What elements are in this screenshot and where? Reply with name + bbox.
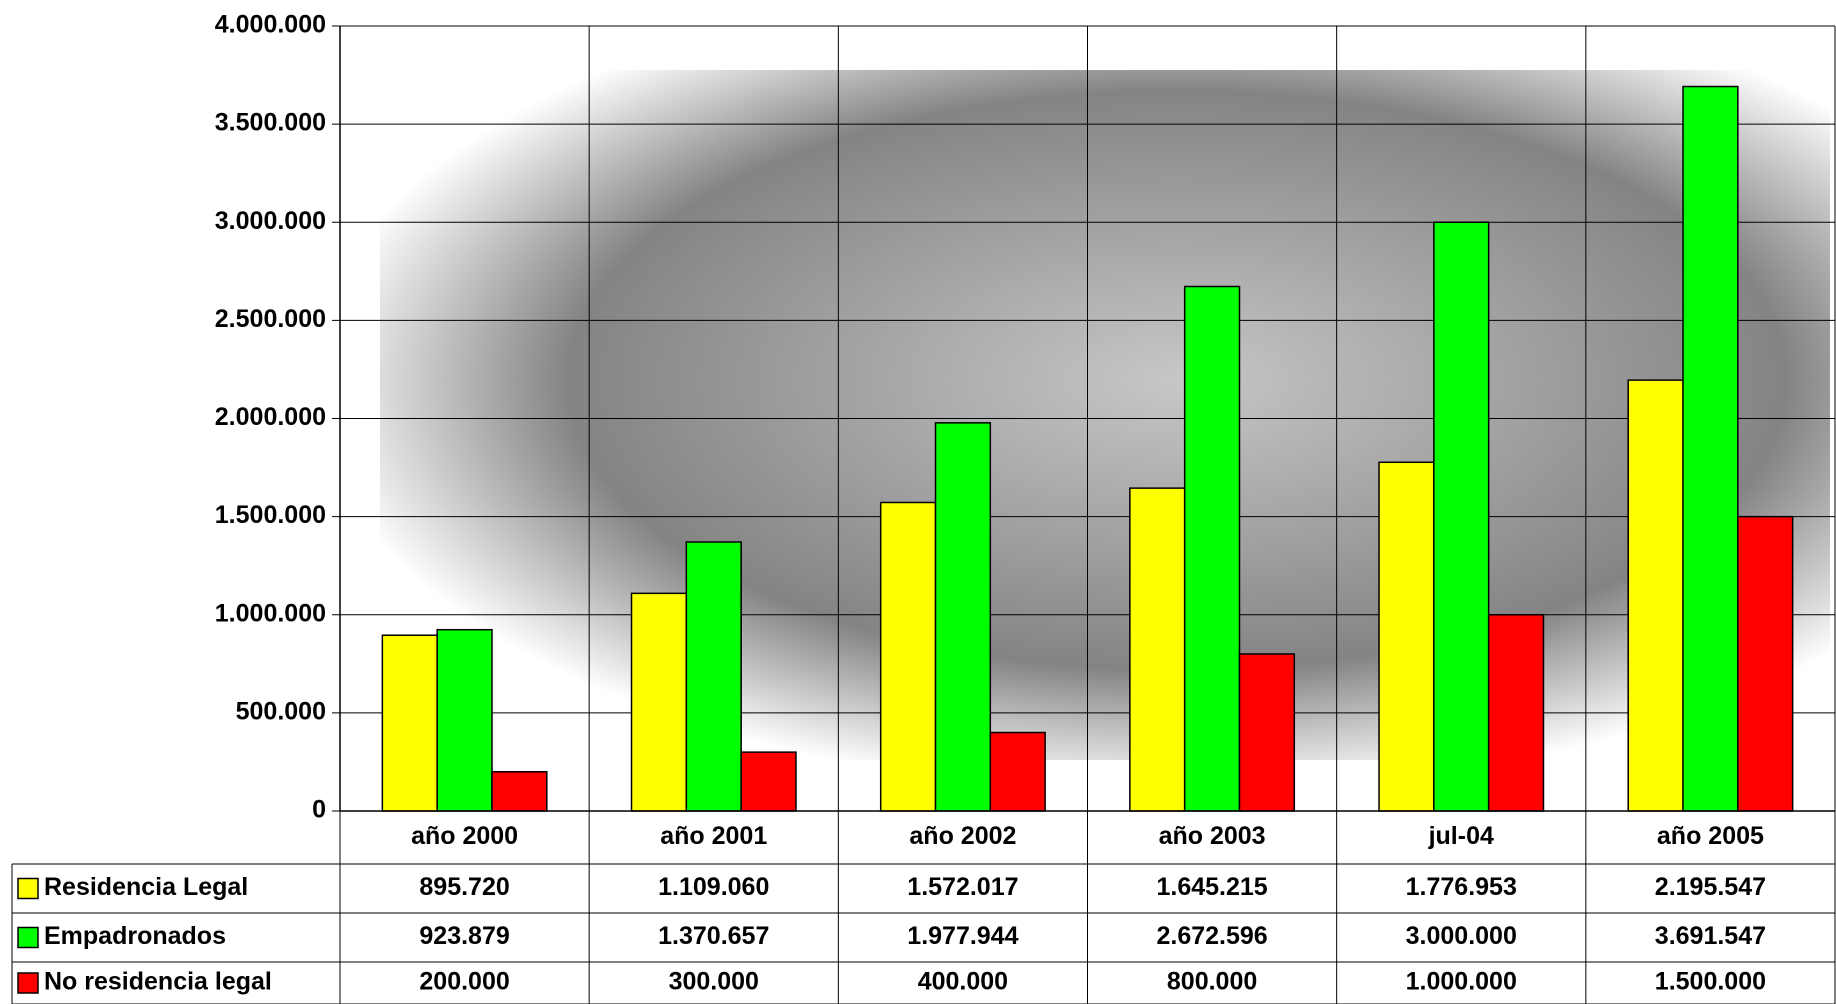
table-value: 1.000.000 — [1406, 968, 1517, 996]
bar — [686, 542, 741, 811]
bar — [1239, 654, 1294, 811]
legend-swatch — [18, 928, 38, 948]
table-value: 400.000 — [918, 968, 1008, 996]
x-tick-label: año 2005 — [1657, 822, 1764, 850]
bar — [936, 423, 991, 811]
table-value: 800.000 — [1167, 968, 1257, 996]
y-tick-label: 500.000 — [236, 697, 326, 725]
table-value: 2.195.547 — [1655, 873, 1766, 901]
y-tick-label: 2.500.000 — [215, 305, 326, 333]
y-tick-label: 1.000.000 — [215, 599, 326, 627]
x-tick-label: año 2003 — [1159, 822, 1266, 850]
table-value: 3.691.547 — [1655, 922, 1766, 950]
bar — [1628, 380, 1683, 811]
table-value: 1.572.017 — [907, 873, 1018, 901]
table-value: 923.879 — [419, 922, 509, 950]
bar — [1738, 517, 1793, 811]
legend-label: Residencia Legal — [44, 873, 248, 901]
x-tick-label: año 2001 — [660, 822, 767, 850]
bar — [632, 593, 687, 811]
y-tick-label: 1.500.000 — [215, 501, 326, 529]
legend-swatch — [18, 879, 38, 899]
bar — [881, 502, 936, 811]
table-value: 1.109.060 — [658, 873, 769, 901]
legend-label: Empadronados — [44, 922, 226, 950]
table-value: 300.000 — [669, 968, 759, 996]
y-tick-label: 4.000.000 — [215, 11, 326, 39]
table-value: 1.776.953 — [1406, 873, 1517, 901]
y-tick-label: 3.000.000 — [215, 207, 326, 235]
bar — [1683, 87, 1738, 811]
bar — [990, 733, 1045, 812]
chart: 0 500.000 1.000.000 1.500.000 2.000.000 2.500… — [0, 0, 1836, 1004]
table-value: 3.000.000 — [1406, 922, 1517, 950]
legend-label: No residencia legal — [44, 968, 272, 996]
table-value: 895.720 — [419, 873, 509, 901]
table-value: 1.500.000 — [1655, 968, 1766, 996]
y-tick-label: 0 — [312, 796, 326, 824]
table-value: 200.000 — [419, 968, 509, 996]
table-value: 1.645.215 — [1156, 873, 1267, 901]
bar — [1130, 488, 1185, 811]
y-tick-label: 3.500.000 — [215, 109, 326, 137]
bar — [1489, 615, 1544, 811]
bar — [1185, 287, 1240, 811]
table-value: 1.977.944 — [907, 922, 1018, 950]
bar — [437, 630, 492, 811]
x-tick-label: año 2000 — [411, 822, 518, 850]
bar — [492, 772, 547, 811]
bar — [382, 635, 437, 811]
bar — [1434, 222, 1489, 811]
x-tick-label: año 2002 — [909, 822, 1016, 850]
bar — [1379, 462, 1434, 811]
table-value: 2.672.596 — [1156, 922, 1267, 950]
bar — [741, 752, 796, 811]
background-photo — [380, 70, 1830, 760]
y-tick-label: 2.000.000 — [215, 403, 326, 431]
table-value: 1.370.657 — [658, 922, 769, 950]
legend-swatch — [18, 973, 38, 993]
x-tick-label: jul-04 — [1428, 822, 1494, 850]
